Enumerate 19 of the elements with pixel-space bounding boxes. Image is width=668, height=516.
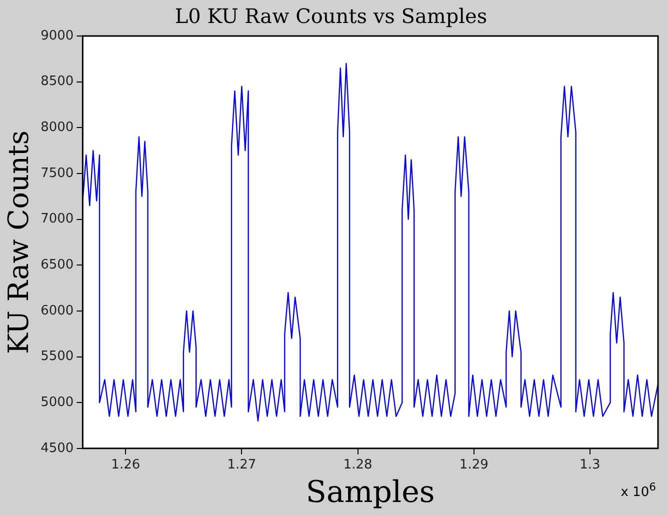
y-tick-label: 8500 (40, 74, 74, 90)
y-tick-label: 5000 (40, 394, 74, 410)
chart-title: L0 KU Raw Counts vs Samples (174, 4, 488, 28)
y-tick-label: 7000 (40, 212, 74, 227)
x-tick-label: 1.3 (580, 458, 600, 473)
y-tick-label: 9000 (40, 28, 74, 44)
x-tick-label: 1.28 (343, 458, 372, 473)
x-axis-title: Samples (306, 474, 435, 510)
x-tick-label: 1.26 (111, 458, 140, 473)
y-tick-label: 8000 (40, 120, 74, 136)
x-tick-label: 1.29 (459, 458, 488, 473)
y-tick-label: 7500 (40, 166, 74, 181)
y-tick-label: 6500 (40, 257, 74, 272)
y-tick-label: 6000 (40, 303, 74, 318)
y-tick-label: 4500 (40, 440, 74, 456)
y-axis-title: KU Raw Counts (2, 130, 36, 354)
x-tick-label: 1.27 (227, 458, 256, 473)
y-tick-label: 5500 (40, 349, 74, 364)
text: x 10$^{6}$ (620, 480, 656, 500)
